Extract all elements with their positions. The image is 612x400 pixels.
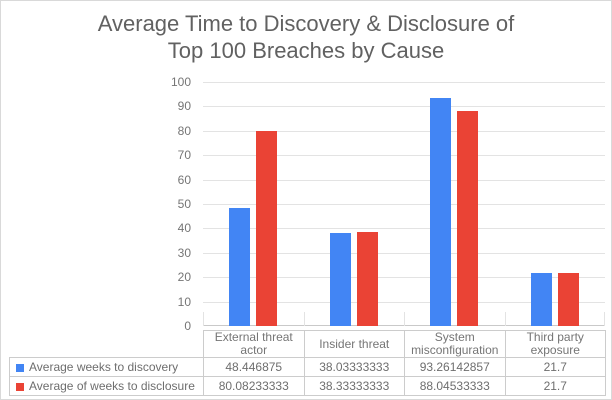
bar-discovery-cat4 (531, 273, 552, 326)
bar-discovery-cat1 (229, 208, 250, 326)
category-header-third-party-exposure: Third party exposure (504, 330, 606, 358)
category-header-system-misconfiguration: System misconfiguration (404, 330, 506, 358)
y-tick-label: 30 (177, 246, 191, 260)
data-table: External threat actor Insider threat Sys… (9, 330, 606, 396)
chart-title-line-1: Average Time to Discovery & Disclosure o… (97, 11, 515, 36)
legend-cell-disclosure: Average of weeks to disclosure (9, 376, 204, 396)
legend-label-disclosure: Average of weeks to disclosure (29, 379, 195, 393)
bar-disclosure-cat3 (457, 111, 478, 326)
y-tick-label: 80 (177, 124, 191, 138)
table-row-discovery: Average weeks to discovery 48.446875 38.… (9, 357, 606, 377)
value-disclosure-third-party-exposure: 21.7 (504, 376, 606, 396)
y-tick-label: 90 (177, 99, 191, 113)
chart-title: Average Time to Discovery & Disclosure o… (1, 10, 611, 64)
category-header-insider-threat: Insider threat (303, 330, 405, 358)
value-disclosure-system-misconfiguration: 88.04533333 (404, 376, 506, 396)
y-tick-label: 100 (170, 75, 191, 89)
y-tick-label: 60 (177, 173, 191, 187)
table-header-row: External threat actor Insider threat Sys… (10, 330, 606, 358)
y-tick-label: 0 (184, 319, 191, 333)
y-tick-label: 50 (177, 197, 191, 211)
y-axis-labels: 0 10 20 30 40 50 60 70 80 90 100 (1, 75, 191, 333)
category-boundary-tick (304, 312, 305, 326)
gridline (203, 204, 605, 205)
value-discovery-insider-threat: 38.03333333 (303, 357, 405, 377)
gridline (203, 131, 605, 132)
table-row-disclosure: Average of weeks to disclosure 80.082333… (9, 376, 606, 396)
category-boundary-tick (404, 312, 405, 326)
gridline (203, 253, 605, 254)
gridline (203, 82, 605, 83)
chart-title-line-2: Top 100 Breaches by Cause (167, 38, 445, 63)
value-discovery-system-misconfiguration: 93.26142857 (404, 357, 506, 377)
category-boundary-tick (604, 312, 605, 326)
bar-disclosure-cat4 (558, 273, 579, 326)
category-boundary-tick (505, 312, 506, 326)
bar-discovery-cat2 (330, 233, 351, 326)
bar-disclosure-cat1 (256, 131, 277, 326)
legend-swatch-discovery-icon (16, 364, 24, 372)
bar-disclosure-cat2 (357, 232, 378, 326)
value-disclosure-insider-threat: 38.33333333 (303, 376, 405, 396)
bar-discovery-cat3 (430, 98, 451, 326)
table-corner-cell (10, 331, 204, 358)
y-tick-label: 40 (177, 221, 191, 235)
category-header-external-threat-actor: External threat actor (203, 330, 305, 358)
legend-swatch-disclosure-icon (16, 383, 24, 391)
legend-label-discovery: Average weeks to discovery (29, 360, 179, 374)
gridline (203, 180, 605, 181)
category-boundary-tick (203, 312, 204, 326)
gridline (203, 228, 605, 229)
value-discovery-third-party-exposure: 21.7 (504, 357, 606, 377)
y-tick-label: 20 (177, 270, 191, 284)
y-tick-label: 10 (177, 295, 191, 309)
y-tick-label: 70 (177, 148, 191, 162)
gridline (203, 106, 605, 107)
legend-cell-discovery: Average weeks to discovery (9, 357, 204, 377)
value-disclosure-external-threat-actor: 80.08233333 (203, 376, 305, 396)
value-discovery-external-threat-actor: 48.446875 (203, 357, 305, 377)
gridline (203, 155, 605, 156)
plot-area (203, 82, 605, 326)
gridline (203, 277, 605, 278)
gridline (203, 302, 605, 303)
